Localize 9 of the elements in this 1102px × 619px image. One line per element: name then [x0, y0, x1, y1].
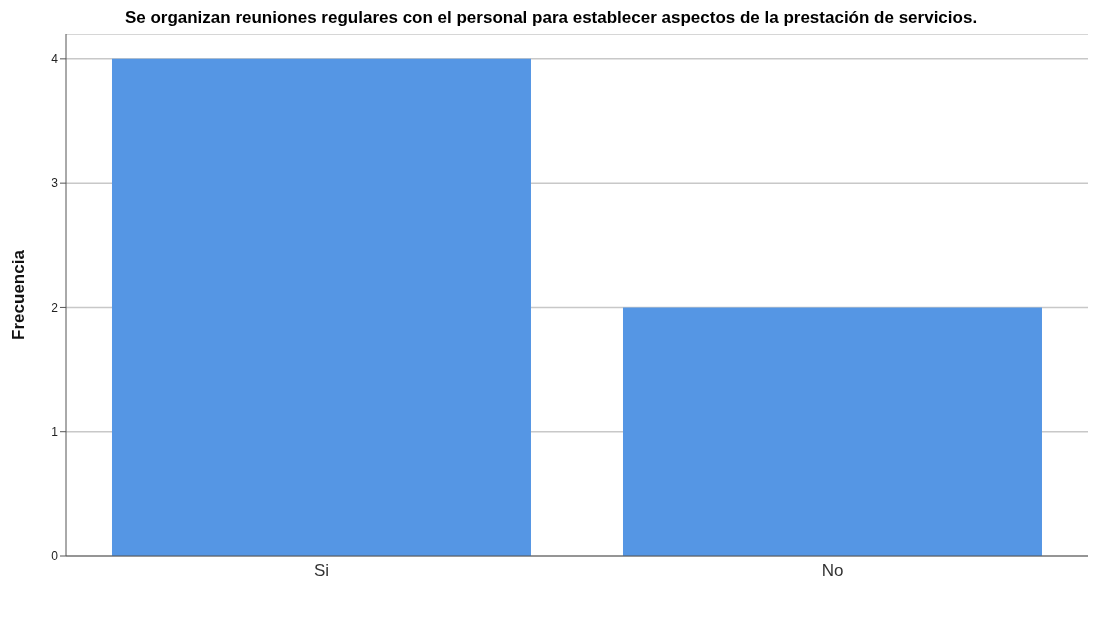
y-axis-title: Frecuencia — [9, 249, 29, 340]
y-tick-label: 4 — [51, 52, 59, 67]
chart-title: Se organizan reuniones regulares con el personal para establecer aspectos de la prestación de servicios. — [123, 8, 979, 29]
y-tick-label: 0 — [51, 549, 59, 564]
y-tick-label: 3 — [51, 176, 59, 191]
x-tick-label: Si — [313, 561, 330, 581]
y-tick-label: 1 — [51, 424, 59, 439]
x-tick-label: No — [821, 561, 844, 581]
y-tick-label: 2 — [51, 300, 59, 315]
